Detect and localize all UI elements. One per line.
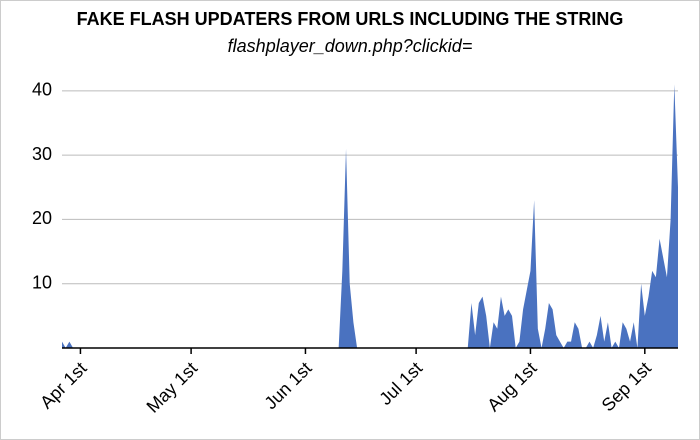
- y-tick-label: 10: [32, 272, 52, 292]
- chart-subtitle: flashplayer_down.php?clickid=: [228, 36, 473, 56]
- chart-title: FAKE FLASH UPDATERS FROM URLS INCLUDING …: [77, 9, 624, 29]
- y-tick-label: 40: [32, 80, 52, 100]
- y-tick-label: 20: [32, 208, 52, 228]
- y-tick-label: 30: [32, 144, 52, 164]
